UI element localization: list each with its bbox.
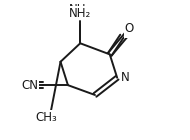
Text: O: O bbox=[125, 22, 134, 35]
Text: CH₃: CH₃ bbox=[35, 111, 57, 124]
Text: N: N bbox=[121, 71, 130, 84]
Text: O: O bbox=[125, 24, 134, 38]
Text: NH₂: NH₂ bbox=[69, 7, 91, 20]
Text: CN: CN bbox=[21, 79, 38, 92]
Text: N: N bbox=[30, 79, 38, 92]
Text: NH₂: NH₂ bbox=[69, 3, 91, 16]
